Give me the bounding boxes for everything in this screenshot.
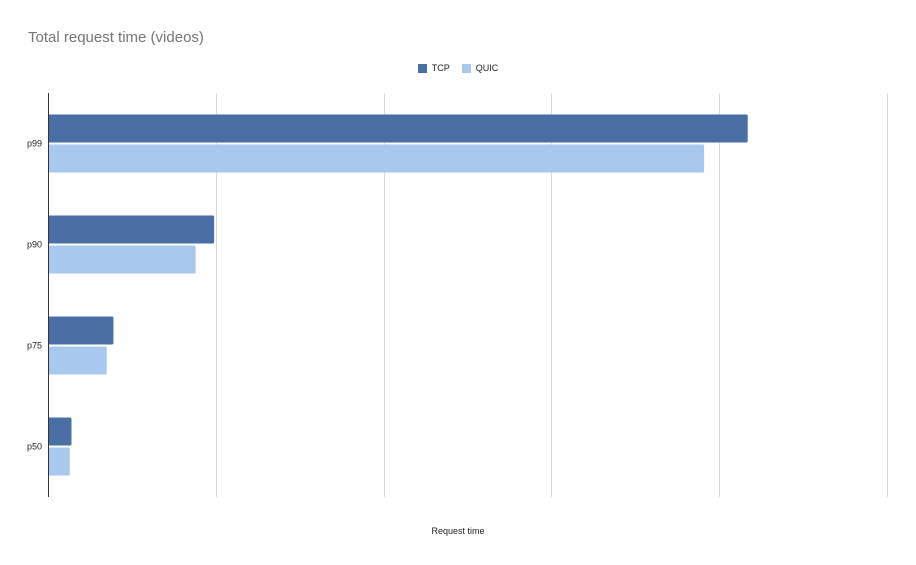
legend-item-quic: QUIC (461, 63, 499, 73)
bar-tcp-p90 (48, 215, 215, 244)
legend-swatch-quic (461, 63, 471, 73)
bar-quic-p75 (48, 346, 107, 375)
bar-quic-p50 (48, 447, 70, 476)
y-tick-label-p90: p90 (27, 240, 42, 250)
legend-label-tcp: TCP (431, 63, 450, 73)
bar-tcp-p75 (48, 316, 114, 345)
legend: TCP QUIC (0, 63, 916, 73)
legend-swatch-tcp (417, 63, 427, 73)
x-axis-title: Request time (431, 526, 485, 536)
y-tick-label-p75: p75 (27, 341, 42, 351)
bar-quic-p99 (48, 144, 705, 173)
y-tick-label-p50: p50 (27, 442, 42, 452)
y-tick-label-p99: p99 (27, 139, 42, 149)
bar-tcp-p99 (48, 114, 748, 143)
legend-label-quic: QUIC (475, 63, 499, 73)
chart-title: Total request time (videos) (28, 29, 204, 46)
bar-quic-p90 (48, 245, 196, 274)
bar-tcp-p50 (48, 417, 72, 446)
legend-item-tcp: TCP (417, 63, 450, 73)
